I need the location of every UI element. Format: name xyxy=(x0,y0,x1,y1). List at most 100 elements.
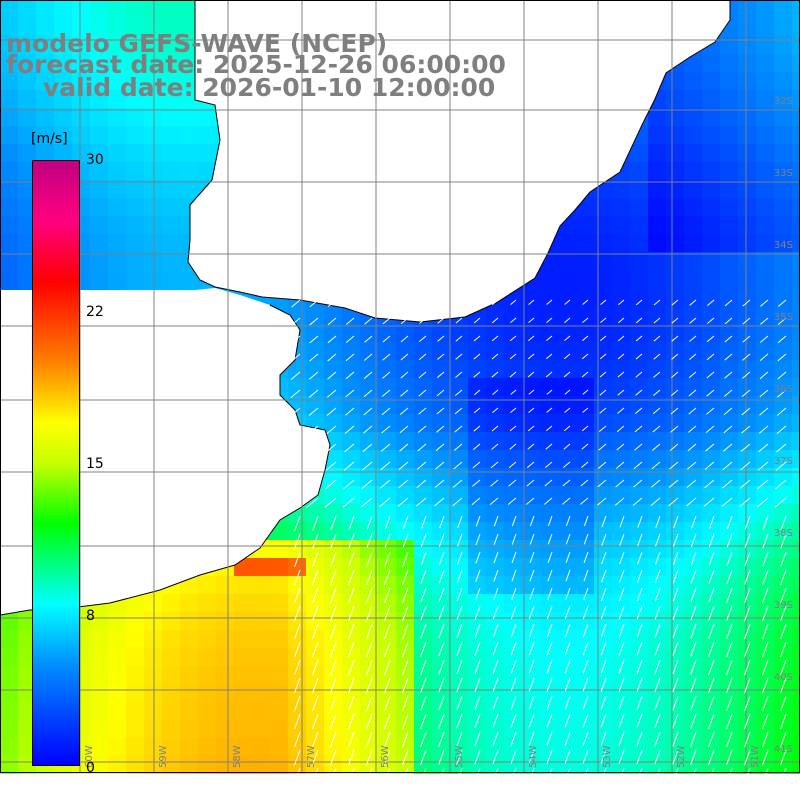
wind-arrow xyxy=(384,749,391,766)
wind-speed-cell xyxy=(450,432,468,450)
wind-arrow xyxy=(726,551,733,566)
wind-speed-cell xyxy=(0,90,18,108)
wind-speed-cell xyxy=(0,72,18,90)
wind-arrow xyxy=(308,389,319,398)
wind-arrow xyxy=(726,731,733,748)
wind-speed-cell xyxy=(450,612,468,630)
wind-arrow xyxy=(493,533,499,545)
wind-speed-cell xyxy=(612,270,630,288)
wind-speed-cell xyxy=(558,702,576,720)
wind-arrow xyxy=(669,443,679,452)
wind-speed-cell xyxy=(360,486,378,504)
wind-speed-cell xyxy=(792,504,800,522)
wind-speed-cell xyxy=(774,648,792,666)
wind-arrow xyxy=(529,551,535,563)
wind-arrow xyxy=(670,407,679,415)
wind-speed-cell xyxy=(270,594,288,612)
wind-speed-cell xyxy=(432,756,450,774)
wind-arrow xyxy=(342,497,355,508)
wind-speed-cell xyxy=(630,216,648,234)
wind-speed-cell xyxy=(792,756,800,774)
wind-arrow xyxy=(775,479,787,490)
wind-speed-cell xyxy=(72,108,90,126)
wind-speed-cell xyxy=(414,666,432,684)
wind-speed-cell xyxy=(720,198,738,216)
wind-arrow xyxy=(420,605,427,621)
wind-arrow xyxy=(601,515,607,528)
wind-speed-cell xyxy=(792,396,800,414)
wind-speed-cell xyxy=(792,198,800,216)
wind-speed-cell xyxy=(270,738,288,756)
wind-speed-cell xyxy=(486,684,504,702)
wind-speed-cell xyxy=(558,270,576,288)
wind-speed-cell xyxy=(684,720,702,738)
wind-arrow xyxy=(780,749,787,766)
wind-arrow xyxy=(739,497,751,508)
wind-speed-cell xyxy=(702,576,720,594)
wind-arrow xyxy=(309,335,319,344)
wind-speed-cell xyxy=(684,450,702,468)
wind-speed-cell xyxy=(774,252,792,270)
wind-speed-cell xyxy=(720,468,738,486)
wind-arrow xyxy=(564,749,571,764)
wind-arrow xyxy=(726,695,733,712)
wind-arrow xyxy=(598,425,607,433)
wind-speed-cell xyxy=(702,216,720,234)
wind-arrow xyxy=(491,353,499,360)
wind-speed-cell xyxy=(558,594,576,612)
wind-arrow xyxy=(361,479,373,489)
wind-arrow xyxy=(758,443,769,453)
wind-speed-cell xyxy=(612,306,630,324)
wind-arrow xyxy=(384,695,391,712)
wind-arrow xyxy=(348,533,355,549)
wind-arrow xyxy=(726,569,733,585)
wind-arrow xyxy=(757,461,769,471)
wind-arrow xyxy=(417,425,427,433)
wind-arrow xyxy=(744,551,751,567)
wind-speed-cell xyxy=(666,648,684,666)
wind-arrow xyxy=(454,389,463,397)
wind-arrow xyxy=(438,623,445,639)
wind-speed-cell xyxy=(522,738,540,756)
wind-speed-cell xyxy=(360,666,378,684)
wind-speed-cell xyxy=(576,432,594,450)
wind-arrow xyxy=(726,659,733,676)
wind-arrow xyxy=(600,695,607,710)
wind-speed-cell xyxy=(558,342,576,360)
wind-speed-cell xyxy=(90,72,108,90)
wind-arrow xyxy=(348,551,355,568)
wind-speed-cell xyxy=(108,72,126,90)
wind-speed-cell xyxy=(450,648,468,666)
wind-arrow xyxy=(545,443,553,450)
wind-speed-cell xyxy=(576,522,594,540)
wind-arrow xyxy=(420,767,427,784)
wind-speed-cell xyxy=(504,576,522,594)
wind-arrow xyxy=(475,587,481,601)
wind-arrow xyxy=(705,425,715,434)
wind-speed-cell xyxy=(720,144,738,162)
wind-arrow xyxy=(402,659,409,676)
wind-arrow xyxy=(690,623,697,639)
wind-speed-cell xyxy=(738,414,756,432)
wind-speed-cell xyxy=(432,612,450,630)
wind-arrow xyxy=(438,767,445,783)
colorbar-label-15: 15 xyxy=(86,456,104,472)
wind-arrow xyxy=(708,569,715,584)
wind-arrow xyxy=(616,443,625,451)
wind-arrow xyxy=(528,389,535,395)
wind-speed-cell xyxy=(90,54,108,72)
wind-speed-cell xyxy=(648,360,666,378)
wind-arrow xyxy=(475,569,481,582)
wind-speed-cell xyxy=(414,504,432,522)
wind-speed-cell xyxy=(792,342,800,360)
wind-arrow xyxy=(330,551,337,568)
wind-speed-cell xyxy=(486,630,504,648)
wind-speed-cell xyxy=(666,252,684,270)
wind-arrow xyxy=(511,515,517,527)
wind-arrow xyxy=(634,407,643,414)
wind-arrow xyxy=(762,587,769,604)
wind-speed-cell xyxy=(720,54,738,72)
wind-speed-cell xyxy=(270,630,288,648)
wind-speed-cell xyxy=(648,684,666,702)
wind-speed-cell xyxy=(504,558,522,576)
